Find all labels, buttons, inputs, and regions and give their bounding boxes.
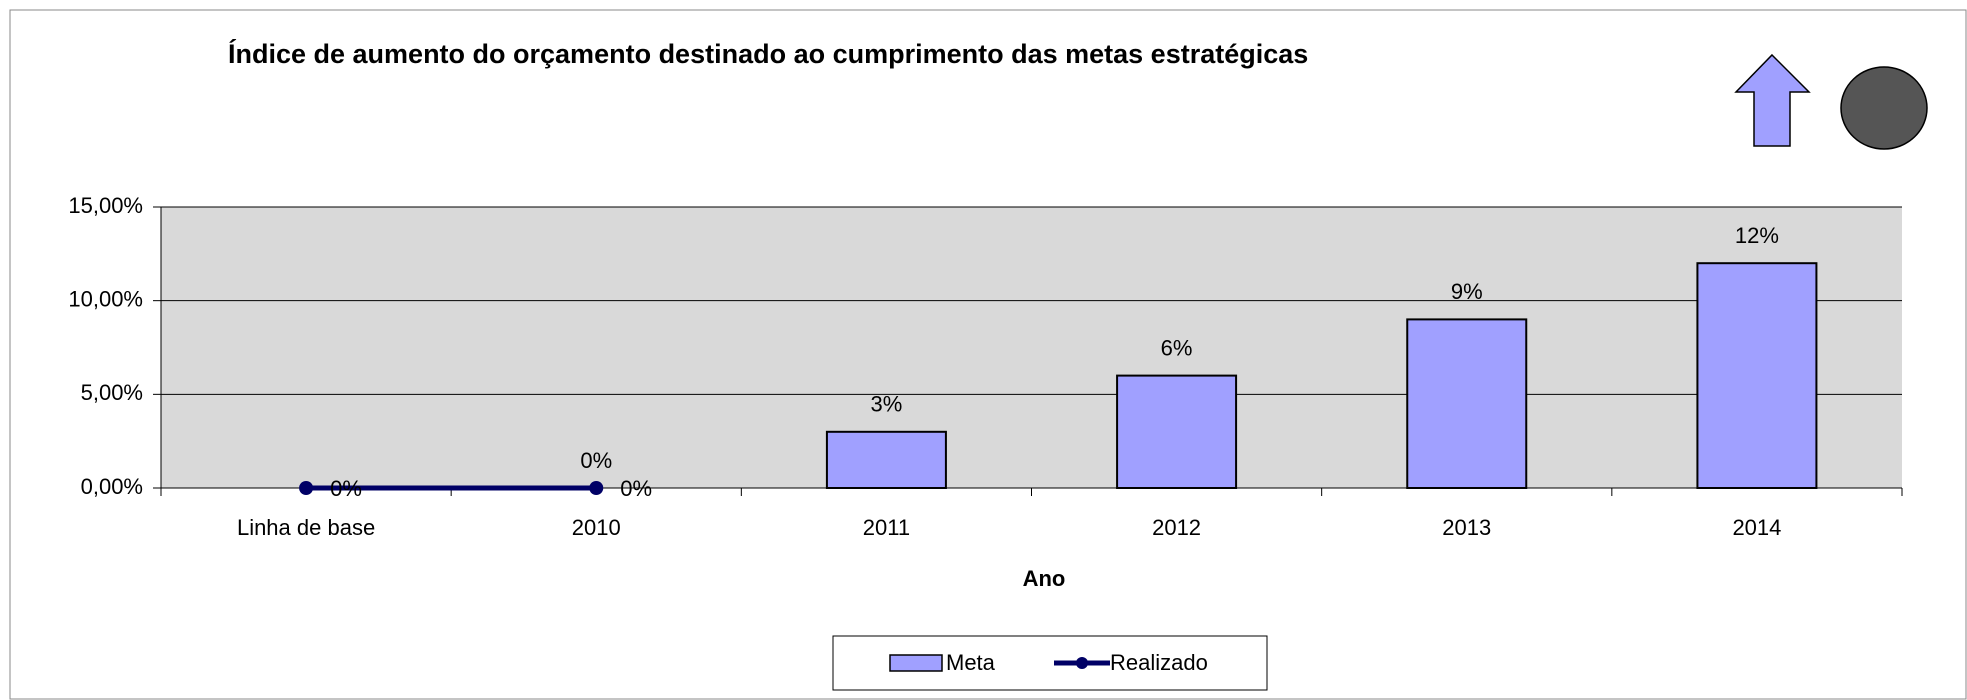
data-label: 0%: [620, 476, 652, 501]
data-label: 0%: [330, 476, 362, 501]
y-tick-label: 15,00%: [68, 193, 143, 218]
legend-marker: [1076, 657, 1088, 669]
bar: [1696, 262, 1818, 490]
data-label: 3%: [871, 392, 903, 417]
line-point: [589, 481, 604, 495]
data-label: 0%: [580, 448, 612, 473]
legend-label: Realizado: [1110, 650, 1208, 675]
plot-area: [161, 207, 1902, 488]
line-point: [299, 481, 314, 495]
x-tick-label: 2010: [572, 515, 621, 540]
y-tick-label: 10,00%: [68, 286, 143, 311]
arrow-icon: [1734, 53, 1811, 147]
x-axis-label: Ano: [1023, 566, 1066, 591]
data-label: 9%: [1451, 279, 1483, 304]
bar: [1406, 318, 1528, 489]
y-tick-label: 0,00%: [81, 474, 143, 499]
legend-label: Meta: [946, 650, 996, 675]
x-tick-label: 2014: [1732, 515, 1781, 540]
chart-title: Índice de aumento do orçamento destinado…: [228, 38, 1308, 69]
data-label: 6%: [1161, 335, 1193, 360]
x-tick-label: Linha de base: [237, 515, 375, 540]
legend-swatch: [889, 654, 943, 672]
bar: [825, 430, 947, 489]
y-tick-label: 5,00%: [81, 380, 143, 405]
data-label: 12%: [1735, 223, 1779, 248]
bar: [1116, 374, 1238, 490]
x-tick-label: 2011: [863, 515, 910, 540]
x-tick-label: 2013: [1442, 515, 1491, 540]
status-circle: [1840, 66, 1928, 150]
x-tick-label: 2012: [1152, 515, 1201, 540]
